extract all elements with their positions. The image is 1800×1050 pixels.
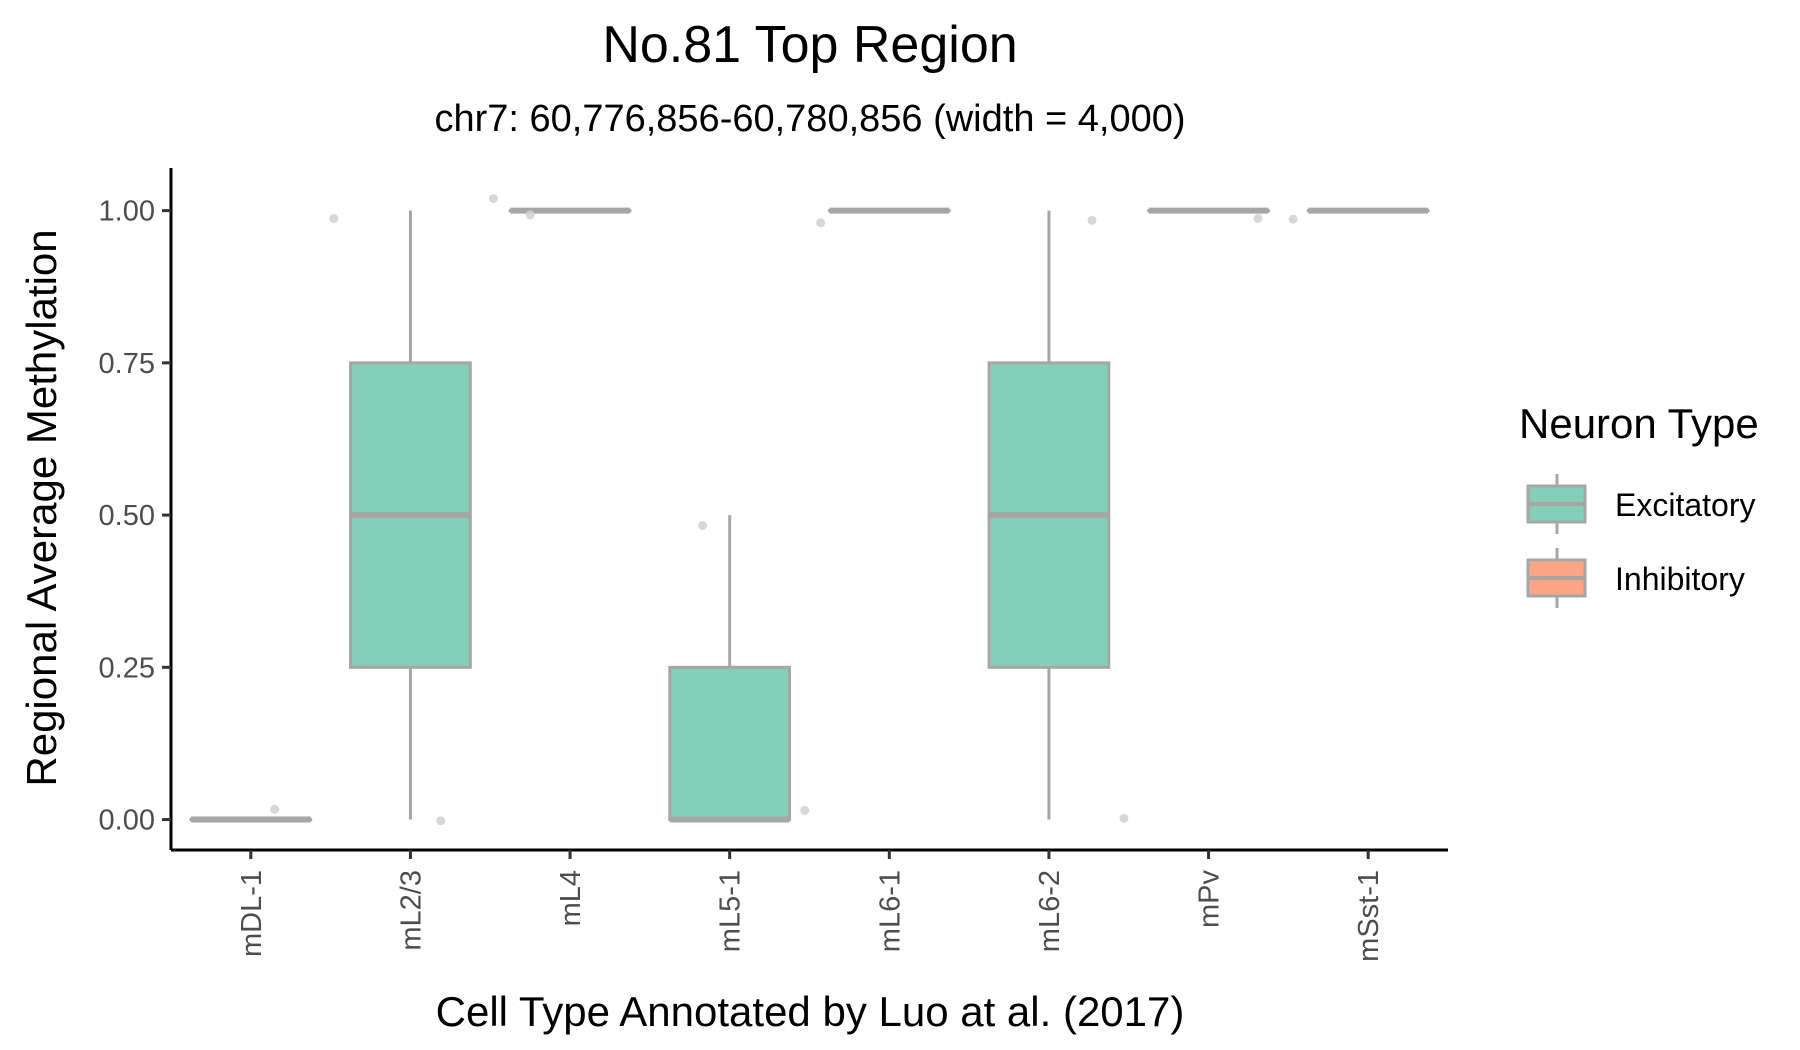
- data-point: [488, 193, 498, 203]
- data-point: [436, 816, 446, 826]
- data-point: [1253, 214, 1263, 224]
- data-point: [525, 210, 535, 220]
- data-point: [800, 805, 810, 815]
- x-tick-label: mL6-2: [1034, 870, 1066, 952]
- data-point: [270, 804, 280, 814]
- y-tick-label: 1.00: [99, 196, 155, 228]
- chart-title: No.81 Top Region: [602, 16, 1017, 74]
- box: [668, 665, 792, 822]
- chart-subtitle: chr7: 60,776,856-60,780,856 (width = 4,0…: [434, 98, 1185, 140]
- plot-area: 0.00 0.25 0.50 0.75 1.00 mDL-1 mL2/3 mL4 mL5-1 mL…: [99, 168, 1448, 962]
- legend: Neuron Type Excitatory Inhibitory: [1519, 400, 1759, 608]
- data-point: [698, 520, 708, 530]
- x-tick-label: mL5-1: [715, 870, 747, 952]
- y-tick-label: 0.50: [99, 500, 155, 532]
- data-point: [816, 218, 826, 228]
- x-tick-label: mL4: [555, 870, 587, 926]
- data-point: [1119, 813, 1129, 823]
- y-tick-label: 0.00: [99, 805, 155, 837]
- y-tick-label: 0.25: [99, 652, 155, 684]
- y-axis-title: Regional Average Methylation: [18, 229, 65, 786]
- data-point: [1087, 215, 1097, 225]
- x-tick-label: mPv: [1194, 870, 1226, 929]
- y-tick-label: 0.75: [99, 348, 155, 380]
- x-tick-label: mL2/3: [395, 870, 427, 951]
- data-point: [329, 214, 339, 224]
- legend-title: Neuron Type: [1519, 400, 1759, 447]
- data-point: [1288, 214, 1298, 224]
- legend-label-inhibitory: Inhibitory: [1615, 561, 1745, 597]
- x-tick-label: mL6-1: [874, 870, 906, 952]
- x-axis-title: Cell Type Annotated by Luo at al. (2017): [436, 988, 1185, 1035]
- x-tick-label: mDL-1: [236, 870, 268, 957]
- legend-label-excitatory: Excitatory: [1615, 487, 1755, 523]
- x-tick-label: mSst-1: [1353, 870, 1385, 962]
